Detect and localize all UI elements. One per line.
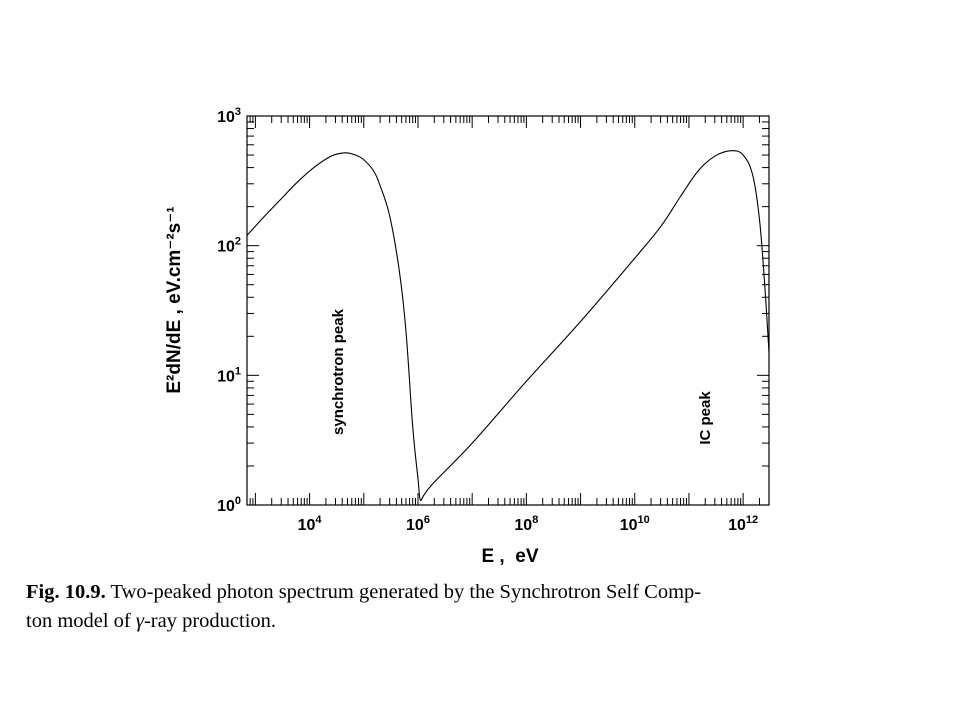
axis-ticks <box>246 115 770 506</box>
figure-number: Fig. 10.9. <box>26 581 106 603</box>
caption-line-2-pre: ton model of <box>26 610 136 632</box>
annotation-synchrotron-peak: synchrotron peak <box>330 308 347 435</box>
y-axis-label: E²dN/dE , eV.cm⁻²s⁻¹ <box>164 206 185 393</box>
y-tick-label: 100 <box>217 495 241 515</box>
tick-labels: 104 106 108 1010 1012 100 101 102 103 <box>217 106 758 534</box>
x-tick-label: 1010 <box>620 514 650 534</box>
y-tick-label: 102 <box>217 236 241 256</box>
gamma-symbol: γ <box>135 610 144 632</box>
caption-line-1: Two-peaked photon spectrum generated by … <box>110 581 702 603</box>
figure-caption: Fig. 10.9. Two-peaked photon spectrum ge… <box>26 578 926 636</box>
plot-frame <box>246 115 770 506</box>
annotation-ic-peak: IC peak <box>697 391 714 445</box>
x-tick-label: 106 <box>406 514 430 534</box>
y-tick-label: 103 <box>217 106 241 126</box>
x-tick-label: 1012 <box>728 514 758 534</box>
y-tick-label: 101 <box>217 365 241 385</box>
x-axis-label: E , eV <box>481 546 538 567</box>
x-tick-label: 108 <box>514 514 538 534</box>
caption-line-2-post: -ray production. <box>143 610 277 632</box>
spectrum-curve <box>246 150 770 502</box>
x-tick-label: 104 <box>298 514 323 534</box>
